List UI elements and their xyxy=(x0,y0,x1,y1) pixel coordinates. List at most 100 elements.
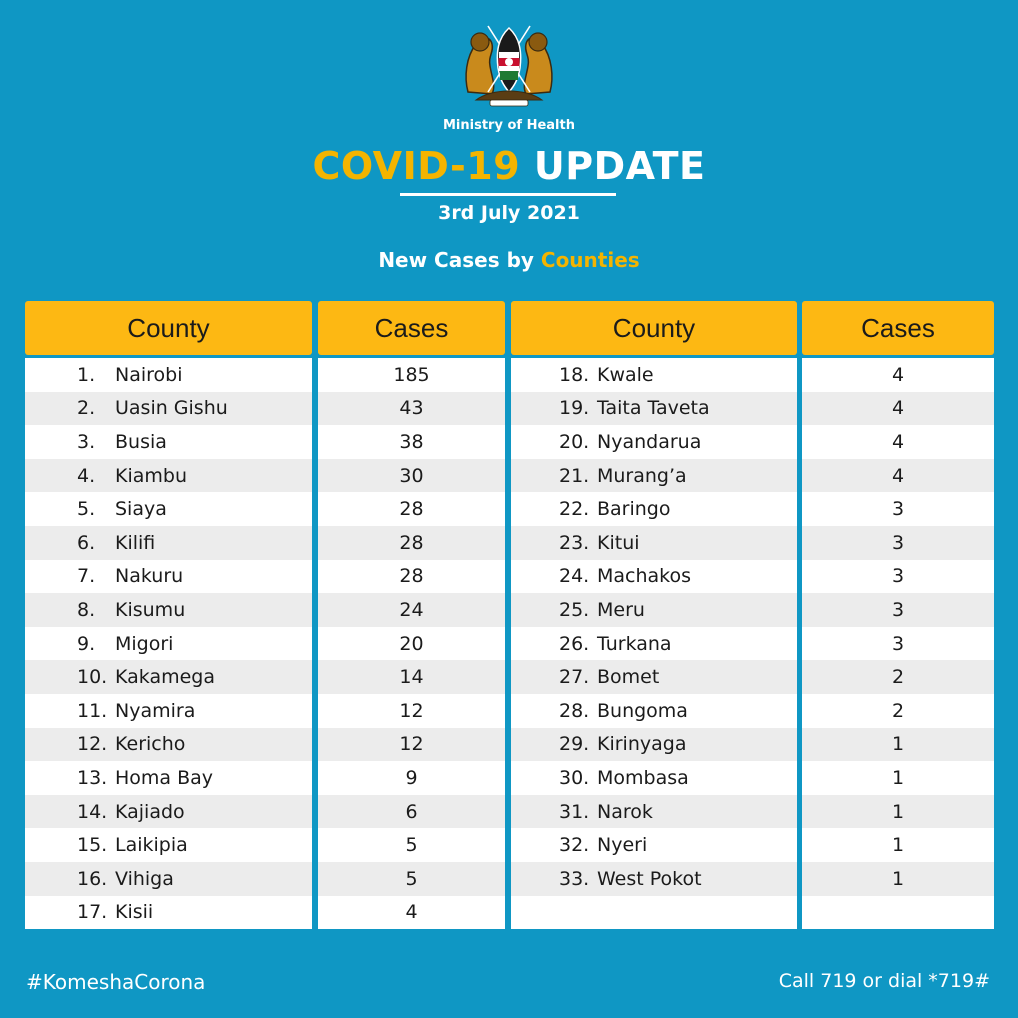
table-row: 3 xyxy=(802,492,994,526)
table-row: 6. Kilifi xyxy=(25,525,312,560)
county-name: Narok xyxy=(597,800,653,823)
table-row: 43 xyxy=(318,391,505,426)
county-name: Nairobi xyxy=(115,363,183,386)
table-row: 20 xyxy=(318,626,505,661)
table-row: 4 xyxy=(318,895,505,930)
title-update: UPDATE xyxy=(533,144,706,188)
county-name: Kericho xyxy=(115,733,186,756)
case-count: 1 xyxy=(891,800,905,823)
table-row: 1 xyxy=(802,794,994,829)
table-row: 2 xyxy=(802,693,994,728)
case-count: 43 xyxy=(399,397,424,420)
rank-number: 31. xyxy=(559,800,590,823)
table-row: 12. Kericho xyxy=(25,727,312,762)
county-column-left: County 1. Nairobi 2. Uasin Gishu 3. Busia 4. Ki… xyxy=(25,301,312,930)
table-row: 12 xyxy=(318,727,505,762)
table-row: 18. Kwale xyxy=(511,358,797,392)
county-name: Homa Bay xyxy=(115,766,214,789)
case-count: 28 xyxy=(399,565,424,588)
case-count: 3 xyxy=(891,498,905,521)
county-name: Nakuru xyxy=(115,565,184,588)
subtitle-counties: Counties xyxy=(540,248,640,272)
cases-list-right: 4 4 4 4 3 3 3 3 3 2 2 1 1 1 1 1 xyxy=(802,358,994,930)
county-name: West Pokot xyxy=(597,867,702,890)
county-name: Nyandarua xyxy=(597,430,702,453)
table-row: 20. Nyandarua xyxy=(511,425,797,459)
table-row xyxy=(802,895,994,930)
county-name: Uasin Gishu xyxy=(115,397,228,420)
county-name: Busia xyxy=(115,430,167,453)
rank-number: 6. xyxy=(77,531,96,554)
rank-number: 17. xyxy=(77,901,108,924)
case-count: 30 xyxy=(399,464,424,487)
case-count: 14 xyxy=(399,666,424,689)
rank-number: 10. xyxy=(77,666,108,689)
table-row: 7. Nakuru xyxy=(25,559,312,594)
subtitle-new-cases: New Cases by xyxy=(378,248,534,272)
title-covid: COVID-19 xyxy=(312,144,521,188)
report-date: 3rd July 2021 xyxy=(438,202,580,224)
rank-number: 21. xyxy=(559,464,590,487)
county-name: Mombasa xyxy=(597,766,689,789)
table-row: 10. Kakamega xyxy=(25,660,312,694)
table-row: 8. Kisumu xyxy=(25,593,312,627)
hotline: Call 719 or dial *719# xyxy=(778,970,990,992)
table-row: 21. Murang’a xyxy=(511,458,797,493)
table-row: 1 xyxy=(802,761,994,795)
rank-number: 15. xyxy=(77,834,108,857)
county-column-right: County 18. Kwale 19. Taita Taveta 20. Nyandar… xyxy=(511,301,797,930)
table-row: 17. Kisii xyxy=(25,895,312,930)
case-count: 4 xyxy=(891,397,905,420)
table-row: 28 xyxy=(318,525,505,560)
table-row: 1 xyxy=(802,861,994,896)
case-count: 3 xyxy=(891,565,905,588)
rank-number: 30. xyxy=(559,766,590,789)
table-row: 9 xyxy=(318,761,505,795)
table-row: 28. Bungoma xyxy=(511,693,797,728)
case-count: 38 xyxy=(399,430,424,453)
table-row: 3 xyxy=(802,525,994,560)
rank-number: 33. xyxy=(559,867,590,890)
table-row: 9. Migori xyxy=(25,626,312,661)
table-row: 12 xyxy=(318,693,505,728)
rank-number: 24. xyxy=(559,565,590,588)
table-row: 38 xyxy=(318,425,505,459)
table-row xyxy=(511,895,797,930)
rank-number: 25. xyxy=(559,598,590,621)
case-count: 20 xyxy=(399,632,424,655)
table-row: 6 xyxy=(318,794,505,829)
table-row: 3. Busia xyxy=(25,425,312,459)
rank-number: 27. xyxy=(559,666,590,689)
table-row: 29. Kirinyaga xyxy=(511,727,797,762)
table-row: 13. Homa Bay xyxy=(25,761,312,795)
county-name: Kakamega xyxy=(115,666,215,689)
table-row: 28 xyxy=(318,559,505,594)
rank-number: 26. xyxy=(559,632,590,655)
table-row: 27. Bomet xyxy=(511,660,797,694)
rank-number: 16. xyxy=(77,867,108,890)
county-name: Kwale xyxy=(597,363,654,386)
hashtag: #KomeshaCorona xyxy=(26,970,206,994)
case-count: 12 xyxy=(399,699,424,722)
table-row: 14 xyxy=(318,660,505,694)
county-name: Migori xyxy=(115,632,174,655)
case-count: 24 xyxy=(399,598,424,621)
case-count: 3 xyxy=(891,531,905,554)
case-count: 9 xyxy=(405,766,418,789)
county-name: Nyeri xyxy=(597,834,648,857)
county-name: Machakos xyxy=(597,565,692,588)
county-name: Bungoma xyxy=(597,699,688,722)
table-row: 26. Turkana xyxy=(511,626,797,661)
table-row: 4 xyxy=(802,391,994,426)
table-row: 4 xyxy=(802,425,994,459)
county-list-right: 18. Kwale 19. Taita Taveta 20. Nyandarua 21. Mu… xyxy=(511,358,797,930)
rank-number: 12. xyxy=(77,733,108,756)
county-name: Kirinyaga xyxy=(597,733,687,756)
table-row: 16. Vihiga xyxy=(25,861,312,896)
cases-list-left: 185 43 38 30 28 28 28 24 20 14 12 12 9 6 5 5 4 xyxy=(318,358,505,930)
case-count: 3 xyxy=(891,632,905,655)
table-row: 5 xyxy=(318,861,505,896)
table-row: 14. Kajiado xyxy=(25,794,312,829)
county-name: Vihiga xyxy=(115,867,174,890)
table-row: 31. Narok xyxy=(511,794,797,829)
